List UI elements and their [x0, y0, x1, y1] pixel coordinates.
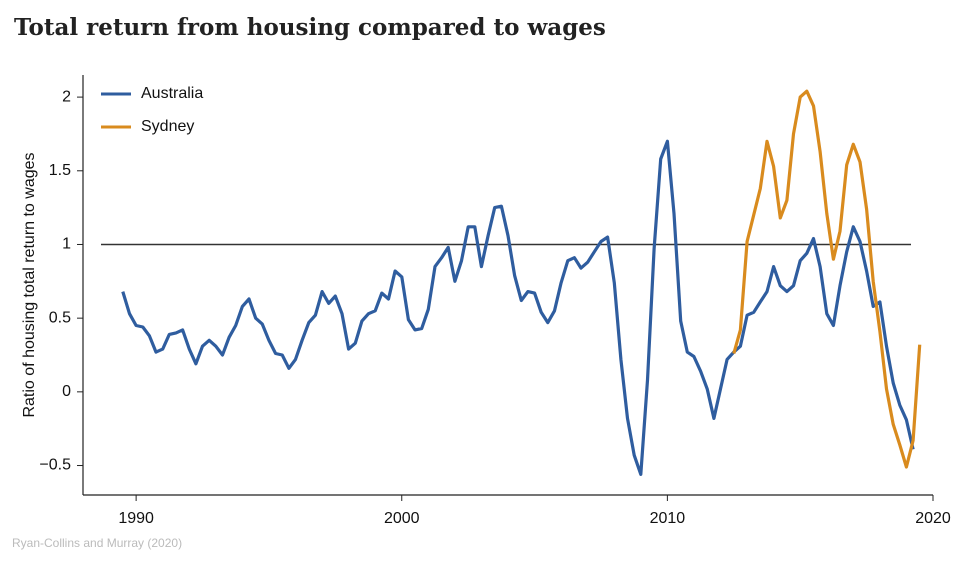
x-tick-label: 2010: [650, 510, 686, 527]
x-tick-label: 2000: [384, 510, 420, 527]
y-axis-label: Ratio of housing total return to wages: [21, 152, 38, 417]
y-tick-label: 1.5: [49, 162, 71, 179]
chart-title: Total return from housing compared to wa…: [14, 14, 606, 41]
x-tick-label: 1990: [118, 510, 154, 527]
series-line: [121, 139, 915, 476]
y-tick-label: 0: [62, 383, 71, 400]
source: Ryan-Collins and Murray (2020): [12, 536, 182, 550]
series-line: [732, 89, 922, 469]
legend-label: Sydney: [141, 118, 194, 135]
y-tick-label: −0.5: [39, 457, 71, 474]
y-tick-label: 1: [62, 236, 71, 253]
x-tick-label: 2020: [915, 510, 951, 527]
y-tick-label: 2: [62, 88, 71, 105]
y-tick-label: 0.5: [49, 309, 71, 326]
legend-label: Australia: [141, 85, 203, 102]
